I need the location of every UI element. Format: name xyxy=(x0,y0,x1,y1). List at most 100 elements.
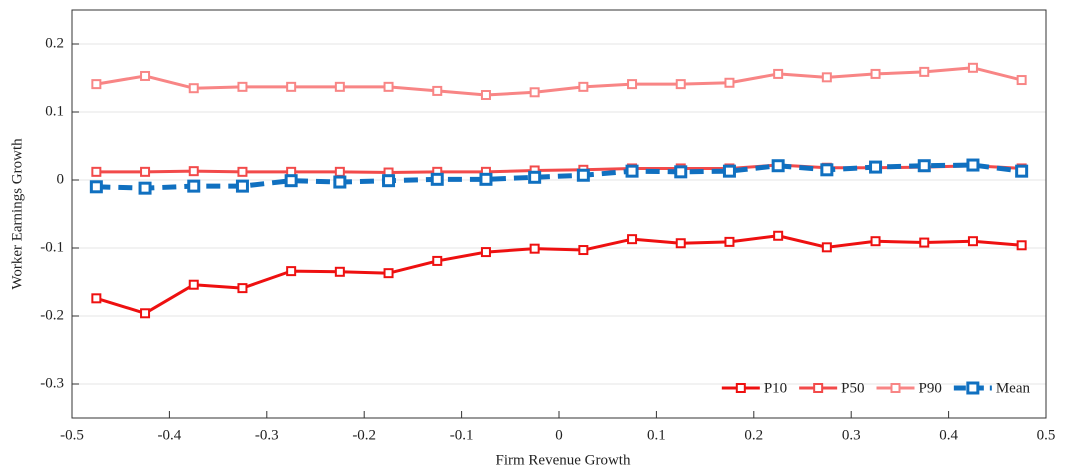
data-point xyxy=(529,87,540,98)
legend-item: P10 xyxy=(721,380,787,396)
series-line xyxy=(95,234,1022,315)
legend-label: Mean xyxy=(996,380,1031,396)
data-point xyxy=(89,180,103,194)
series-line xyxy=(96,162,1022,191)
data-point xyxy=(1016,75,1027,86)
x-tick-label: 0.4 xyxy=(939,427,958,443)
x-tick-label: -0.2 xyxy=(352,427,376,443)
data-point xyxy=(237,166,248,177)
data-point xyxy=(432,255,443,266)
plot-frame xyxy=(71,9,1047,419)
x-tick-label: 0.2 xyxy=(744,427,763,443)
data-point xyxy=(627,79,638,90)
data-point xyxy=(966,158,980,172)
x-tick-label: -0.4 xyxy=(158,427,182,443)
data-point xyxy=(383,81,394,92)
data-point xyxy=(334,166,345,177)
legend-marker xyxy=(735,383,746,393)
data-point xyxy=(967,62,978,73)
data-point xyxy=(284,174,298,188)
data-point xyxy=(724,236,735,247)
legend-item: Mean xyxy=(953,380,1031,396)
data-point xyxy=(675,238,686,249)
x-tick-label: 0.5 xyxy=(1037,427,1056,443)
data-point xyxy=(1015,164,1029,178)
data-point xyxy=(967,236,978,247)
legend-item: P50 xyxy=(799,380,865,396)
y-tick-label: 0.2 xyxy=(45,35,64,51)
legend-label: P50 xyxy=(841,380,864,396)
legend-item: P90 xyxy=(876,380,942,396)
data-point xyxy=(529,243,540,254)
data-point xyxy=(140,70,151,81)
data-point xyxy=(188,166,199,177)
legend-marker xyxy=(966,381,980,395)
data-point xyxy=(724,77,735,88)
data-point xyxy=(187,179,201,193)
x-tick-label: 0 xyxy=(555,427,563,443)
data-point xyxy=(383,268,394,279)
data-point xyxy=(91,293,102,304)
data-point xyxy=(917,159,931,173)
y-tick-label: 0 xyxy=(57,171,65,187)
data-point xyxy=(869,160,883,174)
x-tick-label: -0.5 xyxy=(60,427,84,443)
data-point xyxy=(820,163,834,177)
data-point xyxy=(430,172,444,186)
legend: P10 P50 P90 Mean xyxy=(721,380,1031,396)
data-point xyxy=(334,266,345,277)
data-point xyxy=(140,166,151,177)
data-point xyxy=(870,68,881,79)
data-point xyxy=(286,81,297,92)
data-point xyxy=(91,166,102,177)
data-point xyxy=(627,234,638,245)
data-point xyxy=(919,237,930,248)
data-point xyxy=(188,279,199,290)
data-point xyxy=(480,247,491,258)
y-axis-label: Worker Earnings Growth xyxy=(9,138,25,290)
data-point xyxy=(140,308,151,319)
data-point xyxy=(771,159,785,173)
legend-label: P10 xyxy=(764,380,787,396)
x-tick-label: -0.1 xyxy=(450,427,474,443)
data-point xyxy=(722,164,736,178)
y-tick-label: 0.1 xyxy=(45,103,64,119)
legend-marker xyxy=(813,383,824,393)
data-point xyxy=(480,90,491,100)
y-tick-label: -0.1 xyxy=(40,239,64,255)
data-point xyxy=(773,230,784,241)
data-point xyxy=(334,81,345,92)
y-tick-label: -0.3 xyxy=(40,375,64,391)
data-point xyxy=(578,81,589,92)
data-point xyxy=(235,179,249,193)
data-point xyxy=(138,181,152,195)
data-point xyxy=(528,170,542,184)
data-point xyxy=(576,168,590,182)
data-point xyxy=(675,79,686,90)
data-point xyxy=(821,72,832,83)
data-point xyxy=(1016,240,1027,251)
data-point xyxy=(674,165,688,179)
y-tick-label: -0.2 xyxy=(40,307,64,323)
series-line xyxy=(96,163,1022,175)
data-point xyxy=(237,81,248,92)
data-point xyxy=(625,164,639,178)
data-point xyxy=(578,245,589,256)
data-point xyxy=(382,174,396,188)
data-point xyxy=(870,236,881,247)
x-axis-label: Firm Revenue Growth xyxy=(496,452,631,468)
data-point xyxy=(821,242,832,253)
data-point xyxy=(286,266,297,277)
legend-marker xyxy=(890,383,901,393)
data-point xyxy=(479,172,493,186)
x-tick-label: 0.1 xyxy=(647,427,666,443)
x-tick-label: -0.3 xyxy=(255,427,279,443)
data-point xyxy=(237,283,248,294)
data-point xyxy=(432,85,443,96)
legend-label: P90 xyxy=(919,380,942,396)
x-tick-label: 0.3 xyxy=(842,427,861,443)
data-point xyxy=(333,175,347,189)
data-point xyxy=(91,79,102,90)
data-point xyxy=(919,66,930,77)
